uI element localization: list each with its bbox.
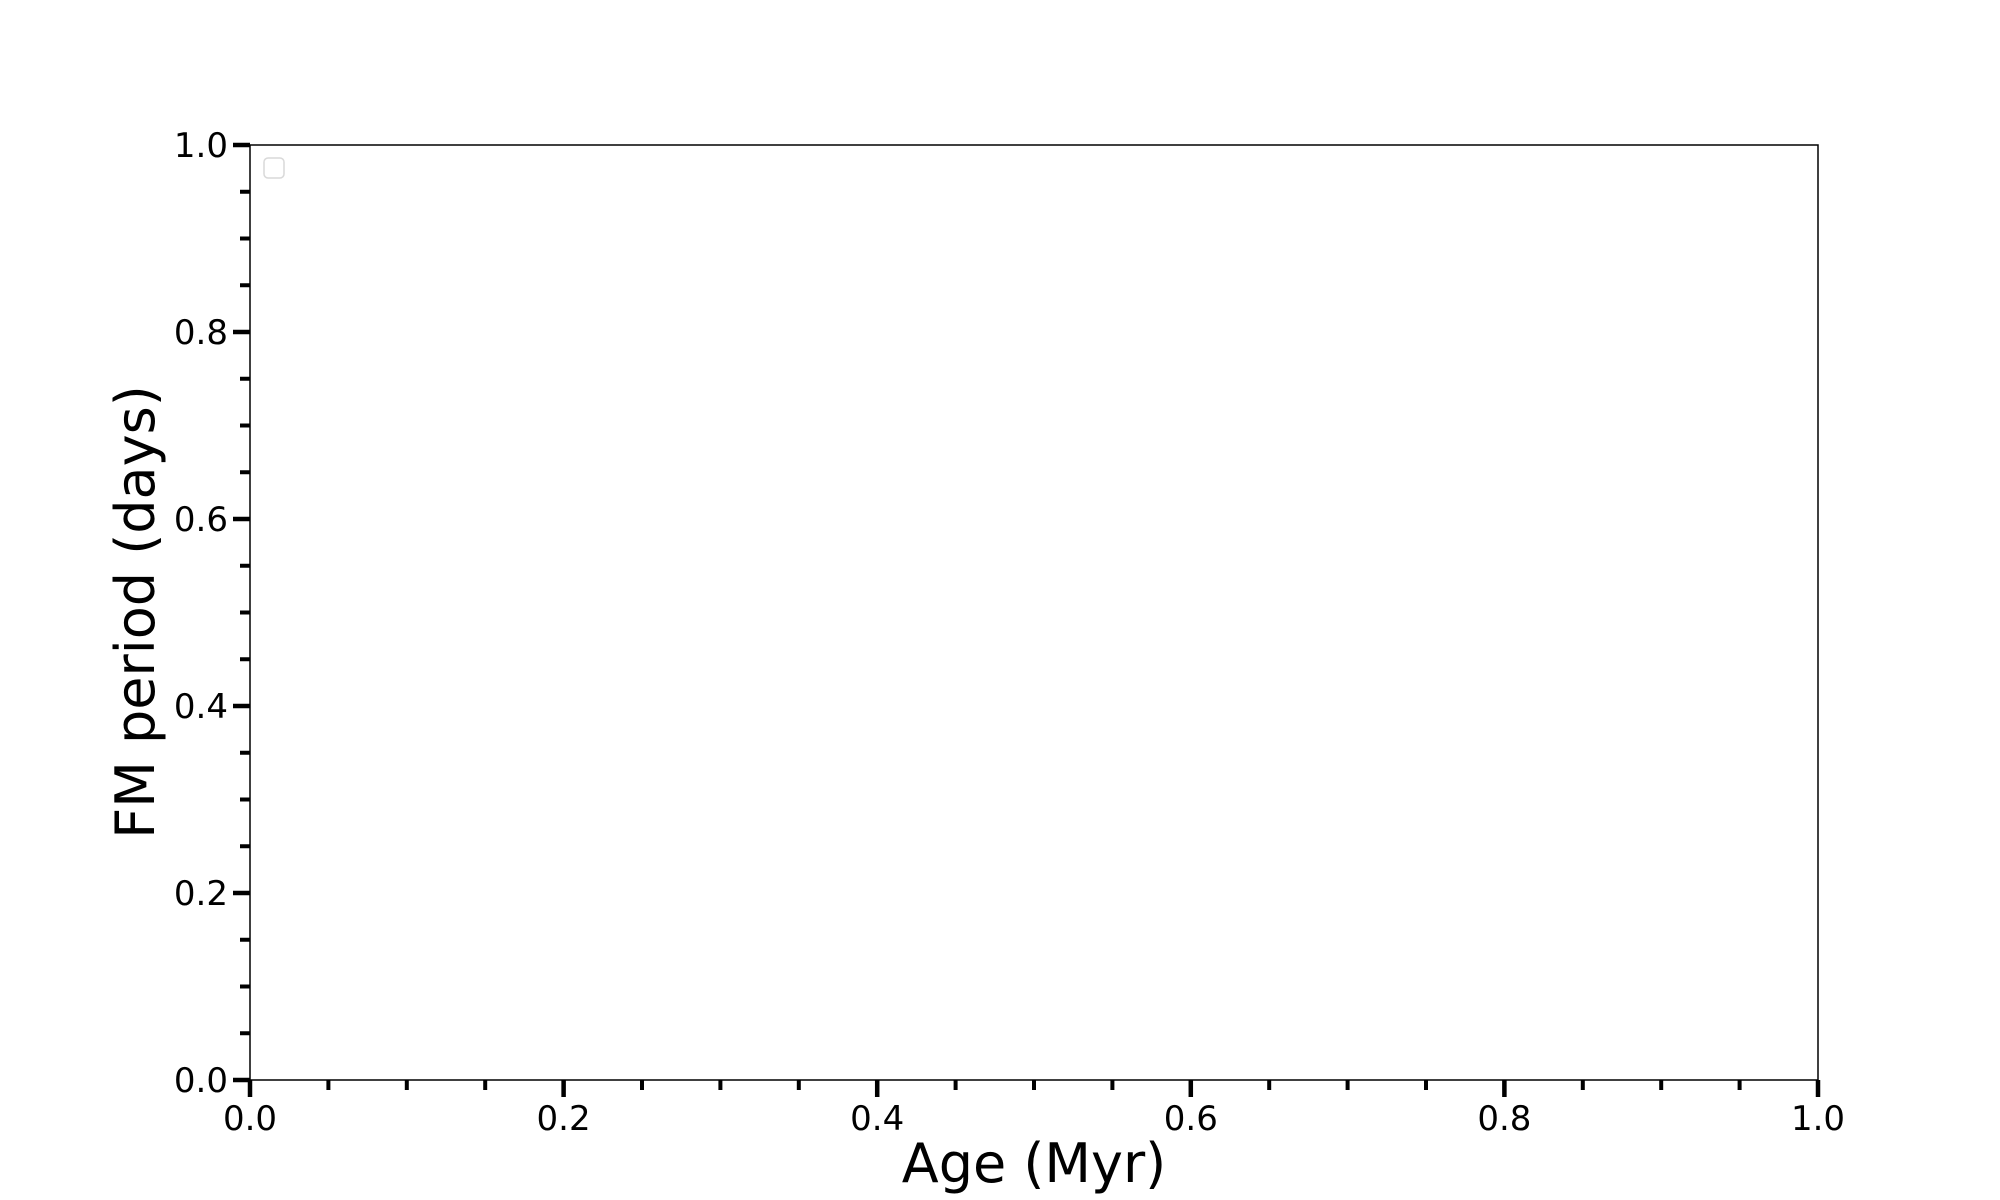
x-tick-label: 1.0	[1791, 1099, 1845, 1139]
plot-area	[249, 144, 1819, 1081]
x-tick-label: 0.8	[1477, 1099, 1531, 1139]
x-tick-label: 0.6	[1164, 1099, 1218, 1139]
x-tick-label: 0.2	[537, 1099, 591, 1139]
y-tick-label: 0.0	[174, 1061, 228, 1101]
x-tick-label: 0.4	[850, 1099, 904, 1139]
y-axis-label: FM period (days)	[104, 385, 167, 839]
x-tick-label: 0.0	[223, 1099, 277, 1139]
y-tick-label: 1.0	[174, 126, 228, 166]
legend-box	[263, 157, 285, 179]
y-tick-label: 0.6	[174, 500, 228, 540]
y-tick-label: 0.2	[174, 874, 228, 914]
y-tick-label: 0.8	[174, 313, 228, 353]
ticks: 0.0 0.2 0.4 0.6 0.8 1.0 0.0 0.2 0.4 0.6 0.8 1.0	[174, 126, 1845, 1139]
x-axis-label: Age (Myr)	[902, 1132, 1167, 1195]
y-tick-label: 0.4	[174, 687, 228, 727]
